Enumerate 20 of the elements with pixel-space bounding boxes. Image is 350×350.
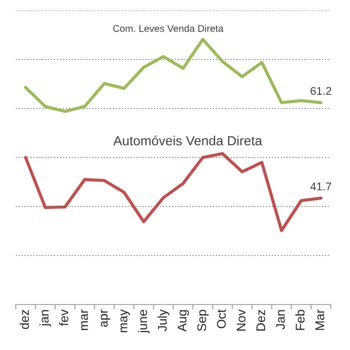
x-tick-label: Oct bbox=[216, 309, 226, 328]
x-tick-label: june bbox=[138, 310, 150, 334]
data-label: 41.7 bbox=[310, 182, 332, 190]
x-tick-label: may bbox=[120, 309, 130, 332]
x-tick-label: Feb bbox=[295, 310, 305, 330]
x-tick-label: Sep bbox=[197, 310, 209, 332]
data-label: 61.2 bbox=[310, 87, 332, 95]
x-tick-label: jan bbox=[39, 310, 52, 326]
x-tick-label: apr bbox=[100, 310, 110, 327]
series-label: Automóveis Venda Direta bbox=[113, 136, 262, 146]
x-tick-label: fev bbox=[59, 309, 68, 326]
x-tick-label: dez bbox=[20, 310, 29, 329]
x-tick-label: Aug bbox=[178, 310, 189, 332]
x-tick-label: Mar bbox=[316, 310, 324, 330]
x-tick-label: mar bbox=[81, 310, 88, 330]
text: Com. Leves Venda Direta bbox=[113, 24, 224, 32]
x-tick-label: Nov bbox=[236, 309, 246, 331]
x-tick-label: Dez bbox=[256, 310, 266, 331]
x-tick-label: Jan bbox=[276, 310, 285, 330]
x-tick-label: July bbox=[158, 309, 170, 332]
